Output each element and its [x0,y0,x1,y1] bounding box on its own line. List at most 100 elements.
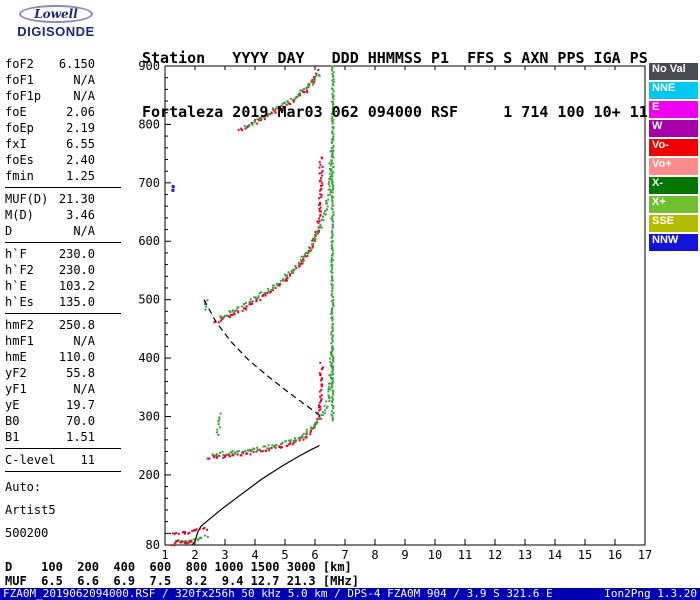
parameter-value: N/A [73,224,95,238]
legend-item-e: E [649,101,698,118]
auto-scaling-info: Auto: [5,480,42,494]
parameter-row: foF1 N/A [5,72,95,88]
separator-line [5,471,121,472]
parameter-value: N/A [73,334,95,348]
legend-item-x+: X+ [649,196,698,213]
parameter-row: h`E 103.2 [5,278,95,294]
separator-line [5,448,121,449]
parameter-label: foF1 [5,73,34,87]
parameter-value: 11 [80,453,95,467]
parameter-value: 250.8 [58,318,95,332]
parameter-label: B0 [5,414,20,428]
parameter-label: hmE [5,350,27,364]
svg-text:12: 12 [488,548,502,562]
parameter-label: hmF1 [5,334,34,348]
parameter-row: fxI 6.55 [5,136,95,152]
digisonde-logo-text: DIGISONDE [17,24,95,39]
parameter-value: 110.0 [58,350,95,364]
legend-item-no-val: No Val [649,63,698,80]
svg-text:17: 17 [638,548,652,562]
svg-text:13: 13 [518,548,532,562]
parameter-label: D [5,224,13,238]
status-program-version: Ion2Png 1.3.20 [604,587,697,600]
parameter-row: h`Es 135.0 [5,294,95,310]
svg-text:11: 11 [458,548,472,562]
parameter-value: 1.25 [66,169,95,183]
parameter-row: foF2 6.150 [5,56,95,72]
auto-scaling-info: Artist5 [5,503,56,517]
legend-item-sse: SSE [649,215,698,232]
parameter-label: M(D) [5,208,34,222]
parameter-row: yE 19.7 [5,397,95,413]
legend-item-nnw: NNW [649,234,698,251]
separator-line [5,242,121,243]
station-header: Station YYYY DAY DDD HHMMSS P1 FFS S AXN… [142,13,648,139]
parameter-value: 103.2 [58,279,95,293]
distance-row: D 100 200 400 600 800 1000 1500 3000 [km… [5,560,352,574]
svg-text:5: 5 [281,548,288,562]
parameter-label: foE [5,105,27,119]
parameter-value: 55.8 [66,366,95,380]
svg-text:2: 2 [191,548,198,562]
muf-row: MUF 6.5 6.6 6.9 7.5 8.2 9.4 12.7 21.3 [M… [5,574,360,588]
parameter-value: 2.40 [66,153,95,167]
parameter-label: yE [5,398,20,412]
parameter-value: 135.0 [58,295,95,309]
parameter-value: 2.06 [66,105,95,119]
parameter-row: h`F 230.0 [5,246,95,262]
parameter-label: C-level [5,453,56,467]
parameter-label: foEp [5,121,34,135]
separator-line [5,187,121,188]
parameter-row: foEs 2.40 [5,152,95,168]
legend: No Val NNE E W Vo- Vo+ X- X+ SSE NNW [649,63,698,253]
parameter-label: foEs [5,153,34,167]
parameter-row: foF1p N/A [5,88,95,104]
parameter-panel: foF2 6.150 foF1 N/A foF1p N/A foE 2.06 foEp 2.19 f… [5,56,121,541]
svg-text:15: 15 [578,548,592,562]
parameter-label: h`Es [5,295,34,309]
parameter-row: h`F2 230.0 [5,262,95,278]
lowell-logo-text: Lowell [19,5,93,23]
auto-scaling-info: 500200 [5,526,49,540]
svg-text:9: 9 [401,548,408,562]
parameter-row: foEp 2.19 [5,120,95,136]
parameter-label: yF1 [5,382,27,396]
svg-text:500: 500 [138,293,160,307]
parameter-label: yF2 [5,366,27,380]
parameter-row: B1 1.51 [5,429,95,445]
status-file-info: FZA0M_2019062094000.RSF / 320fx256h 50 k… [3,587,553,600]
parameter-value: 230.0 [58,247,95,261]
legend-item-nne: NNE [649,82,698,99]
svg-text:900: 900 [138,59,160,73]
parameter-label: h`E [5,279,27,293]
parameter-value: 6.55 [66,137,95,151]
parameter-value: N/A [73,382,95,396]
parameter-row: MUF(D) 21.30 [5,191,95,207]
svg-text:10: 10 [428,548,442,562]
svg-text:6: 6 [311,548,318,562]
parameter-label: B1 [5,430,20,444]
parameter-row: yF2 55.8 [5,365,95,381]
parameter-value: 6.150 [58,57,95,71]
parameter-row: hmF2 250.8 [5,317,95,333]
svg-text:600: 600 [138,234,160,248]
parameter-label: h`F2 [5,263,34,277]
svg-text:8: 8 [371,548,378,562]
svg-text:14: 14 [548,548,562,562]
parameter-row: hmE 110.0 [5,349,95,365]
parameter-value: 2.19 [66,121,95,135]
parameter-value: 19.7 [66,398,95,412]
parameter-label: foF2 [5,57,34,71]
status-bar: FZA0M_2019062094000.RSF / 320fx256h 50 k… [0,588,700,600]
parameter-value: 1.51 [66,430,95,444]
svg-text:1: 1 [161,548,168,562]
parameter-value: N/A [73,89,95,103]
parameter-value: 3.46 [66,208,95,222]
legend-item-vo-: Vo- [649,139,698,156]
parameter-row: fmin 1.25 [5,168,95,184]
separator-line [5,313,121,314]
svg-text:400: 400 [138,351,160,365]
parameter-label: fmin [5,169,34,183]
parameter-row: yF1 N/A [5,381,95,397]
svg-text:7: 7 [341,548,348,562]
